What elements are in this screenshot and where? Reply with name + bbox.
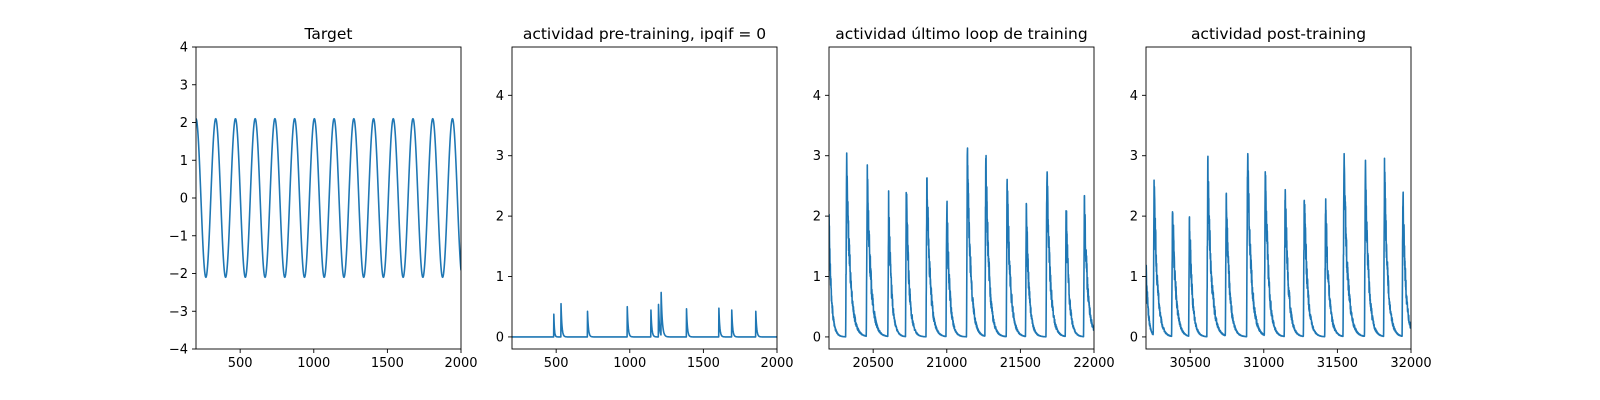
x-tick-label: 2000 bbox=[444, 356, 477, 371]
x-tick-label: 30500 bbox=[1169, 356, 1210, 371]
chart-title: actividad último loop de training bbox=[835, 25, 1087, 43]
chart-title: Target bbox=[304, 25, 353, 43]
y-tick-label: 2 bbox=[180, 116, 188, 131]
x-tick-label: 22000 bbox=[1073, 356, 1114, 371]
chart-title: actividad pre-training, ipqif = 0 bbox=[523, 25, 766, 43]
x-tick-label: 21500 bbox=[1000, 356, 1041, 371]
x-tick-label: 500 bbox=[228, 356, 253, 371]
y-tick-label: −1 bbox=[169, 229, 188, 244]
y-tick-label: −2 bbox=[169, 267, 188, 282]
y-tick-label: 4 bbox=[496, 89, 504, 104]
x-tick-label: 500 bbox=[544, 356, 569, 371]
chart-panel-1: 500 1000 1500 2000 −4 −3 −2 −1 0 1 2 3 4 Target bbox=[169, 25, 478, 371]
x-tick-label: 1500 bbox=[371, 356, 404, 371]
y-tick-label: 2 bbox=[1130, 210, 1138, 225]
y-tick-label: 0 bbox=[1130, 330, 1138, 345]
y-tick-label: 4 bbox=[180, 41, 188, 56]
y-tick-label: 3 bbox=[180, 78, 188, 93]
y-tick-label: 2 bbox=[813, 210, 821, 225]
y-tick-label: 3 bbox=[496, 149, 504, 164]
chart-title: actividad post-training bbox=[1191, 25, 1366, 43]
x-tick-label: 20500 bbox=[852, 356, 893, 371]
y-tick-label: 1 bbox=[813, 270, 821, 285]
x-tick-label: 31500 bbox=[1317, 356, 1358, 371]
x-tick-label: 2000 bbox=[760, 356, 793, 371]
y-tick-label: 3 bbox=[1130, 149, 1138, 164]
chart-panel-4: 30500 31000 31500 32000 0 1 2 3 4 actividad post-… bbox=[1130, 25, 1432, 371]
x-tick-label: 1500 bbox=[687, 356, 720, 371]
series-line-1 bbox=[512, 291, 777, 338]
y-tick-label: 2 bbox=[496, 210, 504, 225]
y-tick-label: 4 bbox=[1130, 89, 1138, 104]
y-tick-label: 4 bbox=[813, 89, 821, 104]
y-tick-label: 0 bbox=[813, 330, 821, 345]
series-line-1 bbox=[196, 117, 461, 279]
x-tick-label: 31000 bbox=[1243, 356, 1284, 371]
y-tick-label: 0 bbox=[180, 192, 188, 207]
chart-panel-3: 20500 21000 21500 22000 0 1 2 3 4 actividad últim… bbox=[813, 25, 1115, 371]
axes-frame bbox=[1145, 46, 1412, 350]
series-line-1 bbox=[829, 147, 1094, 338]
y-tick-label: 1 bbox=[180, 154, 188, 169]
y-tick-label: 1 bbox=[496, 270, 504, 285]
y-tick-label: 0 bbox=[496, 330, 504, 345]
x-tick-label: 1000 bbox=[297, 356, 330, 371]
y-tick-label: −4 bbox=[169, 343, 188, 358]
x-tick-label: 1000 bbox=[613, 356, 646, 371]
y-tick-label: −3 bbox=[169, 305, 188, 320]
x-tick-label: 21000 bbox=[926, 356, 967, 371]
x-tick-label: 32000 bbox=[1390, 356, 1431, 371]
chart-panel-2: 500 1000 1500 2000 0 1 2 3 4 actividad pre-traini… bbox=[496, 25, 794, 371]
series-line-1 bbox=[1146, 152, 1411, 338]
y-tick-label: 3 bbox=[813, 149, 821, 164]
axes-frame bbox=[511, 46, 778, 350]
y-tick-label: 1 bbox=[1130, 270, 1138, 285]
axes-frame bbox=[828, 46, 1095, 350]
